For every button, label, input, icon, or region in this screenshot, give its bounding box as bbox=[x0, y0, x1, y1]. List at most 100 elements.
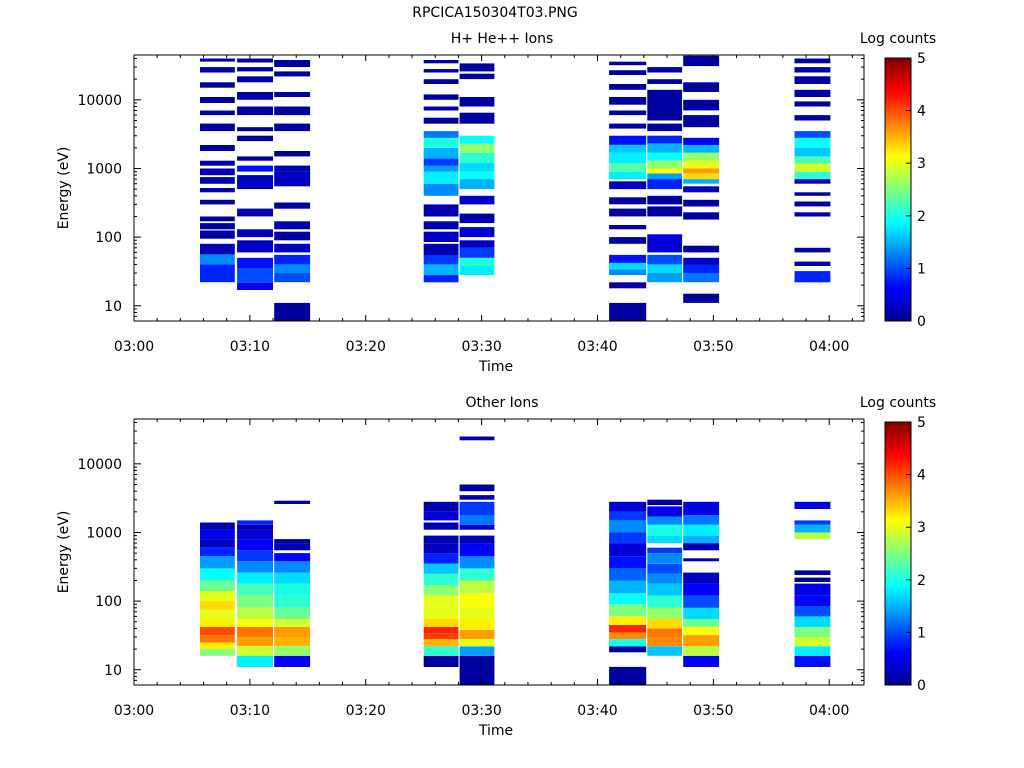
heatmap-cell bbox=[609, 616, 647, 625]
heatmap-cell bbox=[683, 55, 720, 67]
y-tick-label: 10000 bbox=[77, 93, 122, 109]
colorbar-tick-label: 0 bbox=[917, 314, 926, 330]
heatmap-cell bbox=[794, 156, 831, 164]
heatmap-cell bbox=[200, 627, 235, 636]
heatmap-cell bbox=[274, 646, 311, 656]
x-tick-label: 03:30 bbox=[461, 703, 501, 719]
heatmap-cell bbox=[459, 501, 495, 515]
x-tick-label: 03:50 bbox=[693, 339, 733, 355]
heatmap-cell bbox=[647, 553, 683, 564]
heatmap-cell bbox=[794, 115, 831, 121]
heatmap-cell bbox=[237, 520, 273, 525]
colorbar-label: Log counts bbox=[860, 395, 936, 411]
heatmap-cell bbox=[609, 568, 647, 581]
heatmap-cell bbox=[647, 506, 683, 517]
heatmap-cell bbox=[647, 273, 683, 283]
heatmap-cell bbox=[459, 195, 495, 205]
heatmap-cell bbox=[683, 257, 720, 265]
heatmap-cell bbox=[200, 539, 235, 548]
heatmap-cell bbox=[200, 264, 235, 283]
x-tick-label: 03:10 bbox=[230, 703, 270, 719]
heatmap-cell bbox=[609, 520, 647, 533]
heatmap-cell bbox=[609, 639, 647, 647]
heatmap-cell bbox=[647, 173, 683, 180]
heatmap-cell bbox=[459, 112, 495, 124]
heatmap-cell bbox=[200, 223, 235, 230]
heatmap-cell bbox=[200, 649, 235, 656]
heatmap-cell bbox=[794, 67, 831, 73]
heatmap-cell bbox=[609, 208, 647, 217]
heatmap-cell bbox=[459, 580, 495, 594]
heatmap-cell bbox=[237, 646, 273, 656]
heatmap-cell bbox=[794, 637, 831, 647]
heatmap-cell bbox=[423, 522, 459, 530]
heatmap-cell bbox=[274, 618, 311, 627]
heatmap-cell bbox=[683, 199, 720, 207]
heatmap-cell bbox=[237, 282, 273, 290]
heatmap-cell bbox=[274, 264, 311, 273]
heatmap-cell bbox=[200, 123, 235, 132]
heatmap-cell bbox=[237, 618, 273, 627]
colorbar-tick-label: 4 bbox=[917, 104, 926, 120]
heatmap-cell bbox=[459, 484, 495, 492]
heatmap-cell bbox=[609, 593, 647, 605]
heatmap-cell bbox=[794, 532, 831, 540]
heatmap-cell bbox=[274, 539, 311, 544]
heatmap-cell bbox=[609, 632, 647, 640]
heatmap-cell bbox=[200, 522, 235, 530]
heatmap-cell bbox=[609, 556, 647, 569]
heatmap-cell bbox=[200, 177, 235, 184]
heatmap-cell bbox=[274, 607, 311, 619]
heatmap-cell bbox=[237, 76, 273, 83]
heatmap-cell bbox=[237, 524, 273, 530]
heatmap-cell bbox=[794, 655, 831, 667]
heatmap-cell bbox=[683, 168, 720, 174]
heatmap-cell bbox=[423, 264, 459, 275]
heatmap-cell bbox=[459, 73, 495, 80]
heatmap-cell bbox=[423, 607, 459, 619]
heatmap-cell bbox=[609, 135, 647, 145]
heatmap-cell bbox=[423, 131, 459, 138]
heatmap-cell bbox=[200, 110, 235, 116]
heatmap-cell bbox=[200, 601, 235, 610]
colorbar-tick-label: 1 bbox=[917, 261, 926, 277]
heatmap-cell bbox=[459, 171, 495, 180]
heatmap-cell bbox=[647, 637, 683, 647]
y-tick-label: 100 bbox=[95, 594, 122, 610]
heatmap-cell bbox=[609, 580, 647, 594]
heatmap-cell bbox=[683, 99, 720, 111]
heatmap-cell bbox=[423, 585, 459, 596]
heatmap-cell bbox=[647, 206, 683, 217]
heatmap-cell bbox=[423, 511, 459, 521]
heatmap-cell bbox=[459, 152, 495, 164]
colorbar-tick-label: 1 bbox=[917, 625, 926, 641]
heatmap-cell bbox=[237, 229, 273, 238]
heatmap-cell bbox=[274, 572, 311, 584]
heatmap-cell bbox=[647, 67, 683, 73]
heatmap-cell bbox=[237, 175, 273, 190]
heatmap-cell bbox=[794, 163, 831, 172]
y-tick-label: 10 bbox=[104, 663, 122, 679]
heatmap-cell bbox=[459, 163, 495, 172]
x-tick-label: 04:00 bbox=[809, 339, 849, 355]
heatmap-cell bbox=[683, 173, 720, 180]
heatmap-cell bbox=[200, 188, 235, 193]
heatmap-cell bbox=[794, 577, 831, 582]
heatmap-cell bbox=[459, 63, 495, 72]
heatmap-cell bbox=[200, 168, 235, 176]
heatmap-cell bbox=[794, 192, 831, 196]
heatmap-cell bbox=[609, 302, 647, 321]
heatmap-cell bbox=[683, 655, 720, 667]
heatmap-cell bbox=[647, 264, 683, 273]
y-tick-label: 10000 bbox=[77, 457, 122, 473]
heatmap-cell bbox=[237, 561, 273, 573]
heatmap-cell bbox=[794, 261, 831, 266]
heatmap-cell bbox=[423, 117, 459, 124]
heatmap-cell bbox=[423, 243, 459, 255]
heatmap-cell bbox=[609, 269, 647, 276]
heatmap-cell bbox=[237, 156, 273, 161]
heatmap-cell bbox=[237, 637, 273, 647]
heatmap-cell bbox=[459, 143, 495, 153]
heatmap-cell bbox=[200, 199, 235, 205]
heatmap-cell bbox=[237, 583, 273, 596]
